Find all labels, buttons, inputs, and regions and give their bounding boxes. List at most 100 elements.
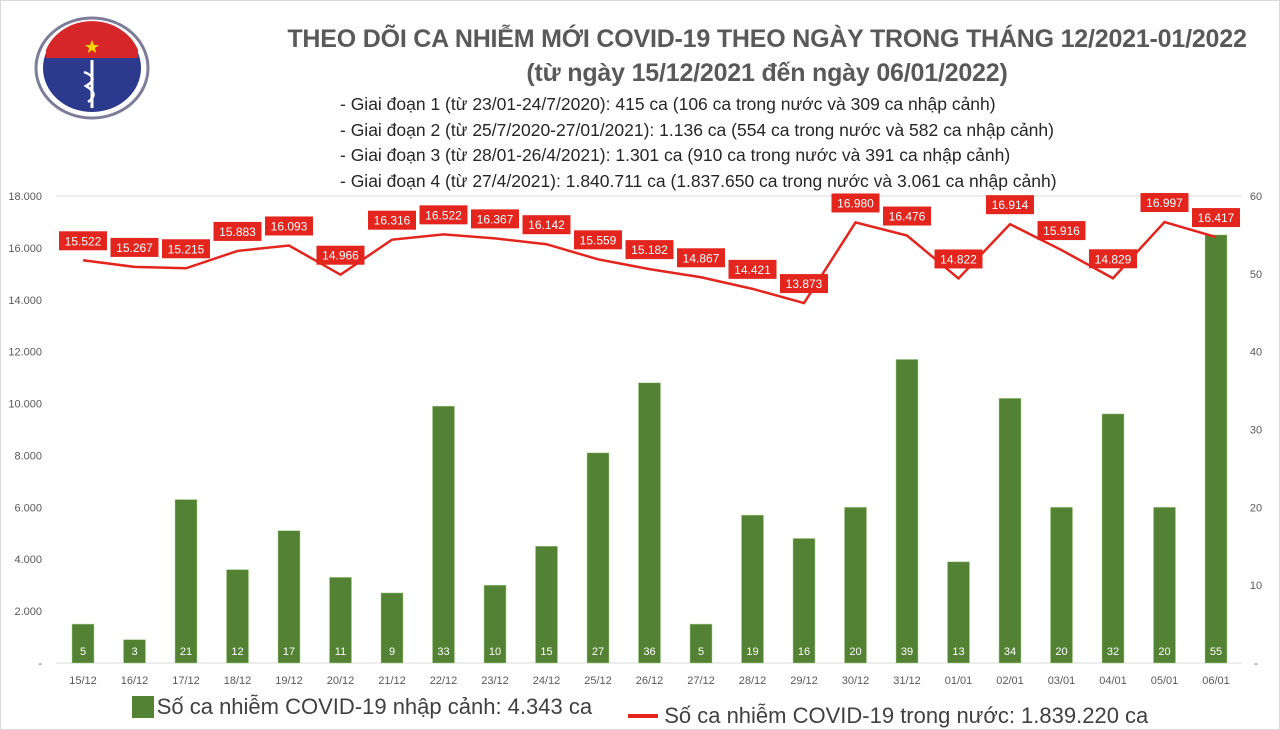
line-data-label: 16.980	[837, 196, 874, 210]
bar-label: 3	[131, 646, 137, 658]
line-data-label: 15.522	[65, 234, 102, 248]
x-tick-label: 23/12	[481, 675, 509, 687]
bar-label: 39	[901, 646, 913, 658]
right-axis-tick: 50	[1250, 269, 1262, 281]
bar	[998, 398, 1022, 664]
bar	[226, 569, 249, 664]
bar	[277, 530, 301, 664]
legend-bar-swatch	[131, 696, 154, 718]
bar	[123, 639, 146, 664]
line-data-label: 16.997	[1146, 196, 1183, 210]
x-tick-label: 19/12	[275, 675, 303, 687]
x-tick-label: 30/12	[842, 675, 870, 687]
title-line-2: (từ ngày 15/12/2021 đến ngày 06/01/2022)	[526, 59, 1008, 87]
domestic-cases-line	[82, 220, 1217, 305]
left-axis-tick: 4.000	[14, 554, 42, 566]
line-data-label: 14.421	[734, 263, 771, 277]
right-axis-tick: -	[1254, 658, 1258, 670]
phase-3: - Giai đoạn 3 (từ 28/01-26/4/2021): 1.30…	[340, 145, 1011, 165]
line-label-box	[831, 193, 880, 213]
right-axis-tick: 60	[1250, 191, 1262, 203]
x-tick-label: 21/12	[378, 675, 406, 687]
bar-label: 12	[231, 646, 243, 658]
line-data-label: 15.559	[580, 233, 617, 247]
x-tick-label: 01/01	[945, 675, 973, 687]
bar	[844, 507, 867, 664]
left-axis-tick: 14.000	[8, 295, 42, 307]
bar-label: 27	[592, 646, 604, 658]
ministry-of-health-logo	[34, 16, 150, 120]
bar-label: 21	[180, 646, 192, 658]
bar	[329, 577, 352, 664]
x-tick-label: 02/01	[996, 675, 1024, 687]
line-label-box	[213, 221, 262, 241]
left-axis-tick: -	[38, 658, 42, 670]
title-line-1: THEO DÕI CA NHIỄM MỚI COVID-19 THEO NGÀY…	[287, 25, 1247, 53]
bar	[380, 592, 404, 664]
line-data-label: 15.215	[168, 242, 205, 256]
legend-label-imported: Số ca nhiễm COVID-19 nhập cảnh: 4.343 ca	[156, 694, 593, 719]
bar	[483, 584, 507, 664]
line-label-box	[1140, 193, 1189, 213]
legend-item-imported: Số ca nhiễm COVID-19 nhập cảnh: 4.343 ca	[131, 694, 593, 720]
x-tick-label: 04/01	[1099, 675, 1127, 687]
bar	[689, 623, 713, 664]
bar	[638, 382, 661, 664]
bar	[1050, 507, 1073, 664]
line-data-label: 14.829	[1095, 252, 1132, 266]
bar-label: 32	[1107, 646, 1119, 658]
bar-label: 15	[540, 646, 552, 658]
x-tick-label: 05/01	[1151, 675, 1179, 687]
bar	[741, 514, 764, 664]
left-axis-tick: 12.000	[8, 347, 42, 359]
line-label-box	[265, 216, 313, 236]
x-tick-label: 03/01	[1048, 675, 1076, 687]
bar-label: 17	[283, 646, 295, 658]
line-label-box	[1089, 249, 1137, 269]
line-data-label: 16.476	[889, 210, 926, 224]
bar	[535, 546, 558, 664]
bar	[1204, 234, 1228, 664]
line-label-box	[728, 259, 777, 279]
x-tick-label: 16/12	[121, 675, 149, 687]
phase-1: - Giai đoạn 1 (từ 23/01-24/7/2020): 415 …	[340, 94, 996, 114]
line-label-box	[1192, 208, 1240, 228]
line-label-box	[522, 215, 571, 235]
x-tick-label: 29/12	[790, 675, 818, 687]
phase-4: - Giai đoạn 4 (từ 27/4/2021): 1.840.711 …	[340, 170, 1057, 191]
line-data-label: 15.883	[219, 225, 256, 239]
bar-label: 13	[952, 646, 964, 658]
bar-label: 5	[80, 646, 86, 658]
bar-label: 33	[437, 646, 449, 658]
line-data-label: 15.267	[116, 241, 153, 255]
x-tick-label: 15/12	[69, 675, 97, 687]
bar-label: 11	[335, 646, 346, 658]
line-label-box	[677, 248, 725, 268]
bar-label: 20	[1055, 646, 1067, 658]
left-axis-tick: 6.000	[14, 502, 42, 514]
bar	[1153, 507, 1176, 664]
left-axis-tick: 8.000	[14, 450, 42, 462]
chart-title: THEO DÕI CA NHIỄM MỚI COVID-19 THEO NGÀY…	[262, 22, 1272, 90]
x-tick-label: 06/01	[1202, 675, 1230, 687]
line-data-label: 16.914	[992, 198, 1029, 212]
right-axis-tick: 20	[1250, 502, 1262, 514]
left-axis-tick: 2.000	[14, 606, 42, 618]
line-data-label: 16.417	[1198, 211, 1235, 225]
right-axis-tick: 10	[1250, 580, 1262, 592]
bar	[586, 452, 610, 664]
line-label-box	[162, 239, 210, 259]
legend-line-swatch	[628, 714, 659, 718]
right-axis-tick: 40	[1250, 347, 1262, 359]
bar-label: 20	[849, 646, 861, 658]
right-axis-tick: 30	[1250, 425, 1262, 437]
left-axis-tick: 10.000	[8, 399, 42, 411]
line-label-box	[471, 209, 519, 229]
phase-2: - Giai đoạn 2 (từ 25/7/2020-27/01/2021):…	[340, 119, 1054, 140]
line-label-box	[934, 249, 983, 269]
line-label-box	[883, 206, 931, 226]
line-label-box	[316, 245, 365, 265]
line-data-label: 15.916	[1043, 224, 1080, 238]
x-tick-label: 20/12	[327, 675, 355, 687]
